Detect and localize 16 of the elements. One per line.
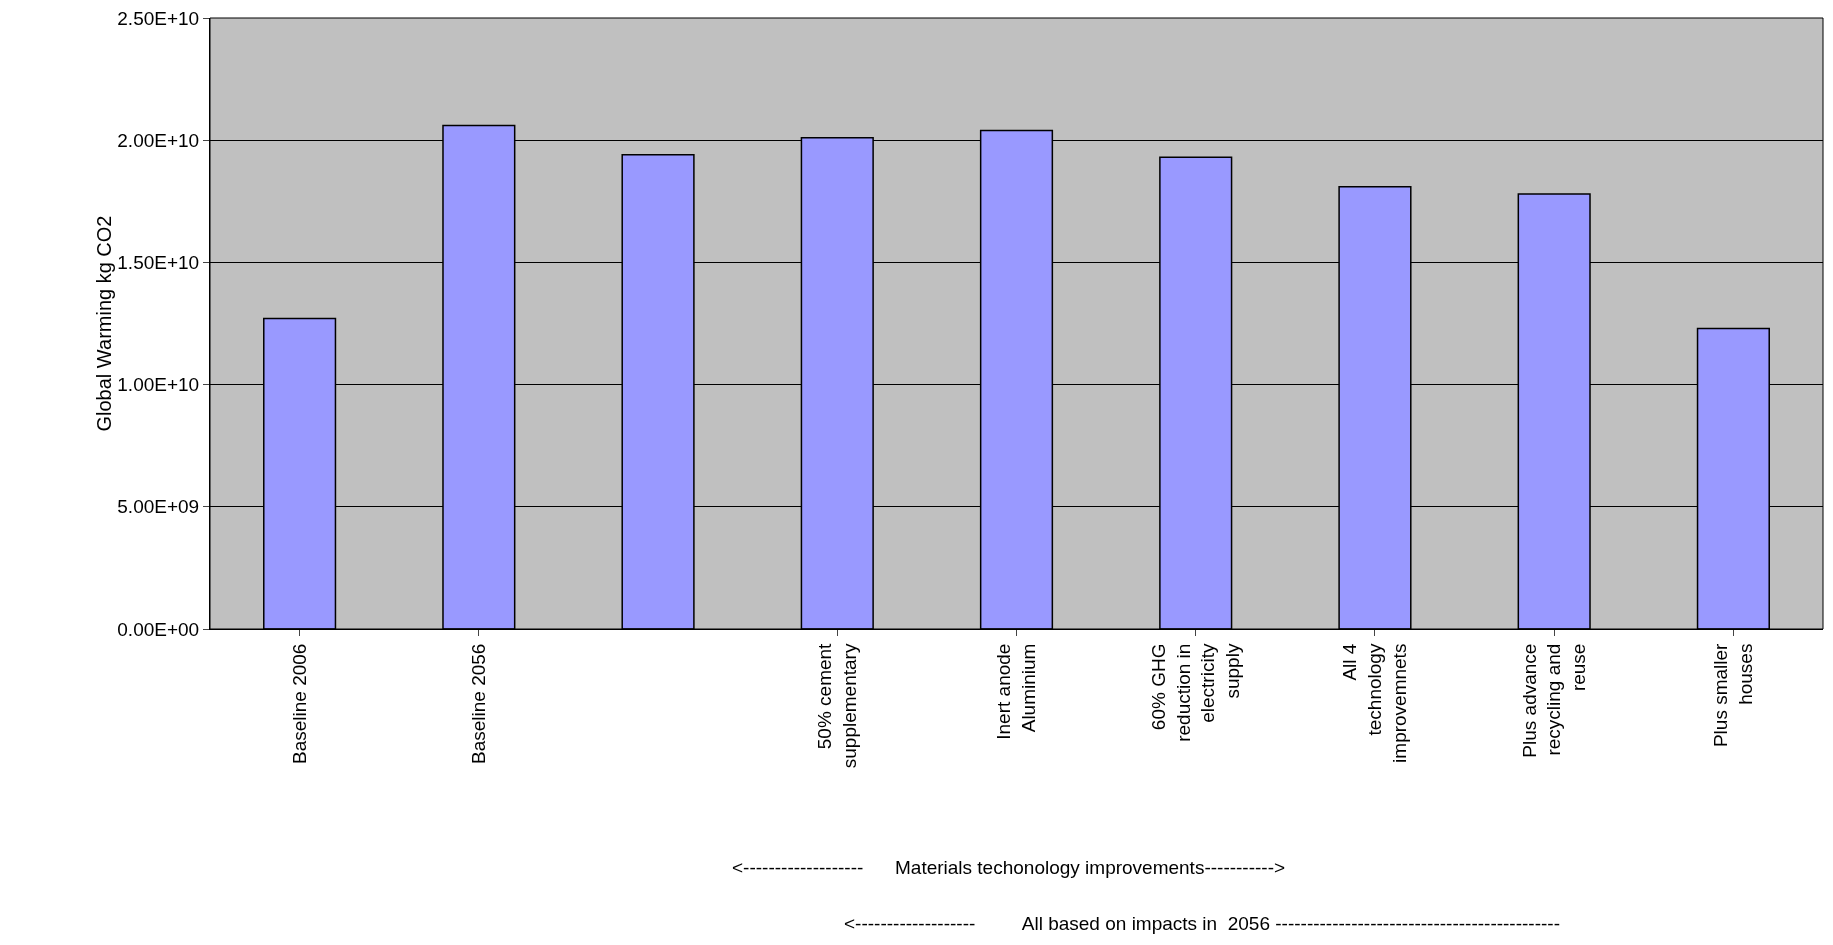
x-tick-label: Baseline 2056 [468, 643, 489, 765]
y-tick-label: 2.50E+10 [117, 7, 200, 29]
y-tick-label: 0.00E+00 [117, 618, 200, 640]
x-tick-label: 50% cement supplementary [814, 642, 860, 769]
x-tick-label: Inert anode Aluminium [993, 643, 1040, 740]
y-tick-label: 5.00E+09 [117, 496, 200, 518]
x-tick-label: Baseline 2006 [288, 643, 310, 765]
x-tick-label: 60% GHG reduction in electricity supply [1147, 643, 1243, 742]
x-tick-label: Plus advance recycling and reuse [1518, 643, 1590, 758]
x-tick-label: Plus smaller houses [1710, 642, 1756, 748]
y-tick-label: 1.50E+10 [117, 252, 200, 274]
y-axis-title: Global Warming kg CO2 [93, 215, 116, 432]
text: <------------------- All based on impacts in 2056 --------------------------------------------- [844, 913, 1560, 934]
y-tick-label: 1.00E+10 [117, 374, 200, 396]
y-tick-label: 2.00E+10 [117, 129, 200, 151]
text: <------------------- Materials techonology improvements-----------> [732, 857, 1286, 878]
